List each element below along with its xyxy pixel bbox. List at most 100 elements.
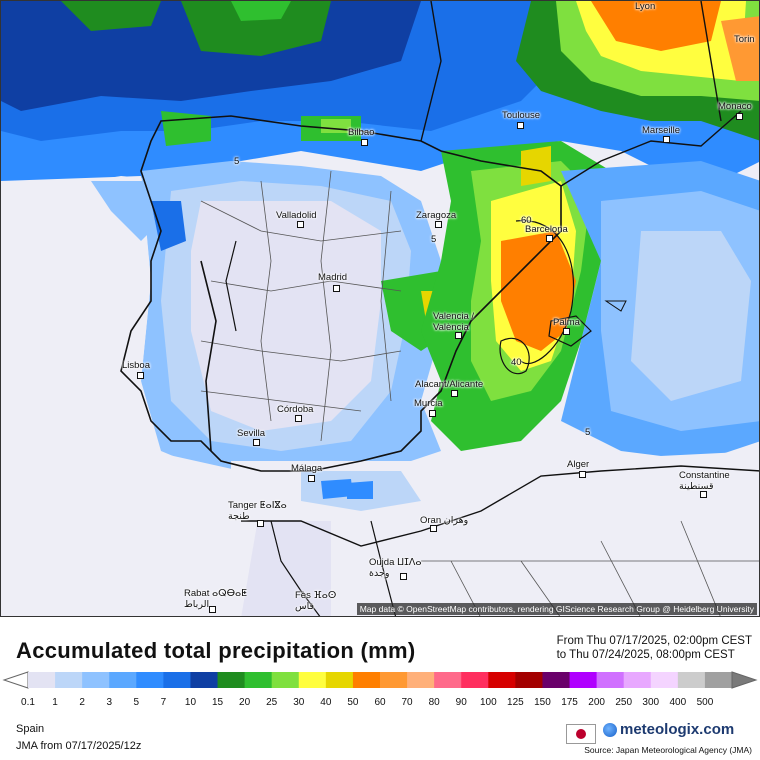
city-marker xyxy=(429,410,436,417)
city-marker xyxy=(295,415,302,422)
legend-swatch xyxy=(244,672,273,688)
color-legend xyxy=(2,671,758,689)
legend-swatch xyxy=(163,672,191,688)
legend-swatch xyxy=(217,672,246,688)
period-to: to Thu 07/24/2025, 08:00pm CEST xyxy=(556,649,735,661)
city-marker xyxy=(400,573,407,580)
legend-tick-label: 2 xyxy=(79,697,85,708)
city-marker xyxy=(435,221,442,228)
city-marker xyxy=(546,235,553,242)
globe-icon xyxy=(603,722,617,737)
forecast-period: From Thu 07/17/2025, 02:00pm CEST to Thu… xyxy=(557,634,752,662)
legend-swatch xyxy=(109,672,137,688)
page-title: Accumulated total precipitation (mm) xyxy=(16,638,416,663)
city-label: Toulouse xyxy=(502,110,541,121)
legend-tick-label: 300 xyxy=(642,697,660,708)
city-label: Rabat ⴰⵕⴱⴰⵟ الرباط xyxy=(184,588,248,610)
legend-swatch xyxy=(488,672,516,688)
contour-label: 5 xyxy=(234,156,240,167)
precipitation-map: 5 5 60 40 5 Lyon Torin Monaco Bilbao Tou… xyxy=(0,0,760,617)
legend-swatch xyxy=(190,672,219,688)
city-label: Oran وهران xyxy=(420,515,469,526)
legend-arrow-left xyxy=(2,671,29,689)
city-label: Lisboa xyxy=(122,360,150,371)
legend-swatch xyxy=(28,672,56,688)
legend-tick-label: 80 xyxy=(428,697,440,708)
legend-tick-label: 400 xyxy=(669,697,687,708)
city-label: Alger xyxy=(567,459,590,470)
city-label: Tanger ⵟⴰⵏⴵⴰ طنجة xyxy=(228,500,287,522)
legend-tick-label: 175 xyxy=(561,697,578,708)
city-marker xyxy=(308,475,315,482)
city-label: Valladolid xyxy=(276,210,317,221)
legend-tick-label: 3 xyxy=(106,697,112,708)
city-label: Murcia xyxy=(414,398,443,409)
legend-tick-label: 125 xyxy=(507,697,524,708)
city-label: Sevilla xyxy=(237,428,265,439)
map-attribution[interactable]: Map data © OpenStreetMap contributors, r… xyxy=(356,603,757,615)
precipitation-field xyxy=(1,1,759,616)
legend-swatch xyxy=(352,672,381,688)
legend-swatch xyxy=(596,672,625,688)
city-marker xyxy=(663,136,670,143)
legend-swatch xyxy=(704,672,733,688)
city-label: Barcelona xyxy=(525,224,568,235)
contour-label: 60 xyxy=(521,215,532,226)
city-marker xyxy=(253,439,260,446)
legend-tick-label: 10 xyxy=(184,697,197,708)
legend-tick-label: 40 xyxy=(320,697,332,708)
data-source: Source: Japan Meteorological Agency (JMA… xyxy=(584,745,752,755)
legend-swatch xyxy=(434,672,462,688)
legend-tick-label: 7 xyxy=(160,697,167,708)
legend-tick-label: 150 xyxy=(534,697,551,708)
japan-flag-icon xyxy=(566,724,596,744)
city-label: Córdoba xyxy=(277,404,314,415)
city-label: Monaco xyxy=(718,101,752,112)
legend-swatch xyxy=(677,672,706,688)
city-label: Madrid xyxy=(318,272,348,283)
legend-tick-label: 90 xyxy=(455,697,467,708)
contour-label: 40 xyxy=(511,357,522,368)
city-marker xyxy=(451,390,458,397)
city-marker xyxy=(455,332,462,339)
contour-label: 5 xyxy=(431,234,437,245)
legend-swatch xyxy=(623,672,652,688)
model-run-label: JMA from 07/17/2025/12z xyxy=(16,740,142,752)
legend-tick-label: 1 xyxy=(52,697,58,708)
legend-tick-label: 200 xyxy=(588,697,605,708)
city-label: Alacant/Alicante xyxy=(415,379,484,390)
legend-swatch xyxy=(407,672,435,688)
city-label: Fès ⴼⴰⵙ فاس xyxy=(295,590,337,612)
legend-tick-label: 0.1 xyxy=(21,697,35,708)
city-marker xyxy=(137,372,144,379)
city-marker xyxy=(736,113,743,120)
period-from: From Thu 07/17/2025, 02:00pm CEST xyxy=(556,635,752,647)
city-label: Palma xyxy=(553,317,580,328)
legend-swatch xyxy=(136,672,164,688)
legend-swatch xyxy=(569,672,598,688)
legend-tick-label: 50 xyxy=(347,697,359,708)
city-marker xyxy=(297,221,304,228)
legend-tick-label: 5 xyxy=(133,697,140,708)
region-label: Spain xyxy=(16,723,45,735)
city-label: Lyon xyxy=(635,1,656,12)
legend-swatch xyxy=(82,672,110,688)
city-marker xyxy=(700,491,707,498)
legend-arrow-right xyxy=(731,671,758,689)
city-label: Constantine قسنطينة xyxy=(679,470,730,492)
city-label: Málaga xyxy=(291,463,323,474)
contour-label: 5 xyxy=(585,427,591,438)
city-marker xyxy=(257,520,264,527)
legend-swatch xyxy=(298,672,327,688)
city-label: Zaragoza xyxy=(416,210,457,221)
legend-swatch xyxy=(461,672,489,688)
legend-tick-label: 250 xyxy=(615,697,633,708)
city-label: Oujda ⵡⵊⴷⴰ وجدة xyxy=(369,557,422,579)
city-label: Valencia / València xyxy=(433,311,475,333)
brand-logo[interactable]: meteologix.com xyxy=(603,721,734,738)
legend-swatch xyxy=(271,672,300,688)
city-marker xyxy=(361,139,368,146)
city-label: Marseille xyxy=(642,125,681,136)
legend-swatch xyxy=(542,672,571,688)
legend-tick-label: 20 xyxy=(239,697,251,708)
